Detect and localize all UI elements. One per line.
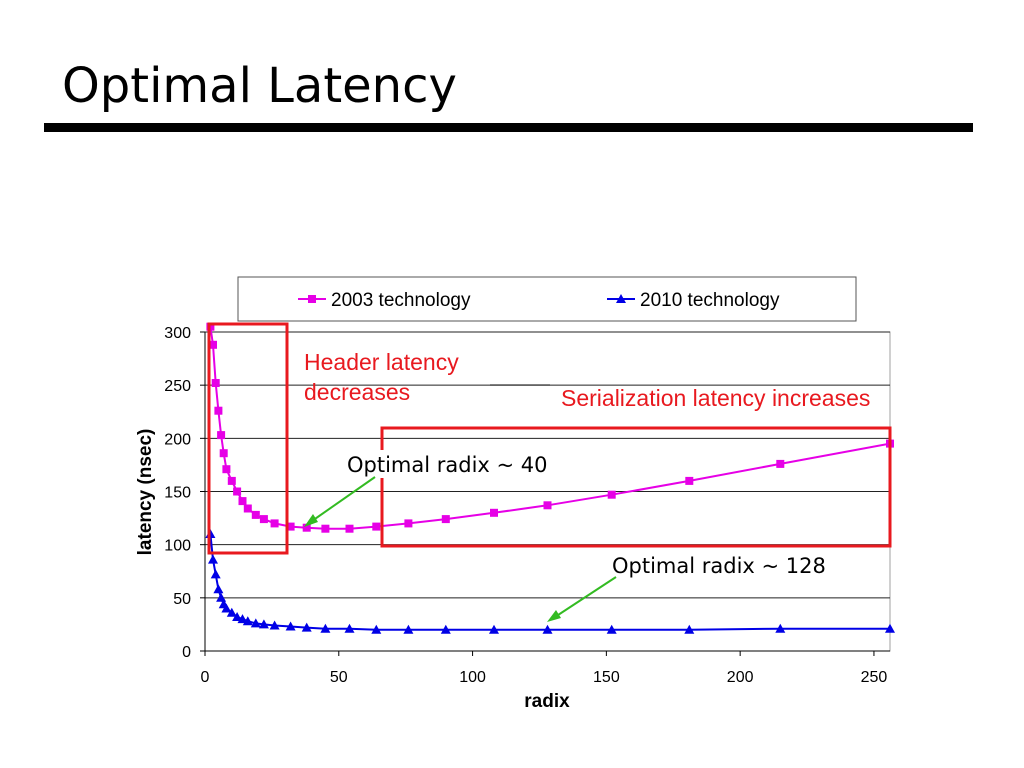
- data-point-2003: [543, 501, 552, 510]
- data-point-2003: [345, 524, 354, 533]
- serialization-latency-label: Serialization latency increases: [561, 385, 870, 411]
- data-point-2003: [219, 449, 228, 458]
- optimal-radix-40-label: Optimal radix ~ 40: [347, 453, 548, 477]
- data-point-2003: [404, 519, 413, 528]
- data-point-2010: [285, 621, 296, 631]
- data-point-2010: [606, 624, 617, 634]
- series-2010-technology: [205, 529, 895, 634]
- y-axis-label: latency (nsec): [135, 429, 156, 556]
- legend-label-2010: 2010 technology: [640, 290, 780, 311]
- header-latency-label-line1: Header latency: [304, 349, 459, 375]
- y-tick-label: 100: [164, 538, 191, 555]
- data-point-2003: [259, 515, 268, 524]
- data-point-2003: [209, 340, 217, 349]
- data-point-2010: [258, 619, 269, 629]
- data-point-2010: [226, 607, 237, 617]
- data-point-2010: [232, 612, 243, 621]
- arrow-40-shaft: [311, 476, 376, 522]
- legend-label-2003: 2003 technology: [331, 290, 471, 311]
- y-tick-label: 150: [164, 485, 191, 502]
- x-tick-label: 50: [330, 669, 348, 686]
- data-point-2003: [607, 490, 616, 499]
- data-point-2010: [489, 624, 499, 634]
- y-tick-labels: 0 50 100 150 200 250 300: [164, 325, 205, 661]
- gridlines: [205, 331, 890, 599]
- data-point-2010: [371, 624, 382, 634]
- data-point-2003: [321, 524, 330, 533]
- x-tick-labels: 0 50 100 150 200 250: [201, 651, 888, 686]
- data-point-2003: [214, 406, 223, 415]
- x-tick-label: 250: [861, 669, 888, 686]
- arrow-128-shaft: [554, 576, 617, 618]
- data-point-2010: [775, 623, 786, 633]
- data-point-2003: [286, 522, 295, 531]
- data-point-2010: [250, 618, 261, 628]
- data-point-2010: [440, 624, 451, 634]
- data-point-2003: [217, 431, 226, 440]
- y-tick-label: 50: [173, 591, 191, 608]
- data-point-2010: [320, 623, 331, 633]
- data-point-2010: [403, 624, 414, 634]
- x-tick-label: 200: [727, 669, 754, 686]
- optimal-40-label-bg: [344, 450, 578, 478]
- data-point-2010: [237, 614, 248, 624]
- x-tick-label: 100: [459, 669, 486, 686]
- data-point-2010: [344, 623, 355, 633]
- data-point-2003: [302, 523, 311, 532]
- data-point-2010: [684, 624, 695, 634]
- data-point-2010: [542, 624, 553, 634]
- y-tick-label: 300: [164, 325, 191, 342]
- data-point-2003: [243, 504, 252, 513]
- data-point-2003: [211, 379, 220, 387]
- data-point-2010: [221, 603, 232, 613]
- data-point-2010: [210, 569, 221, 579]
- data-point-2003: [233, 487, 242, 496]
- data-point-2010: [301, 622, 312, 632]
- legend-item-2003: 2003 technology: [298, 290, 471, 311]
- data-point-2003: [222, 465, 231, 474]
- data-point-2003: [685, 476, 694, 485]
- data-point-2010: [885, 623, 895, 633]
- data-point-2003: [441, 515, 450, 524]
- data-point-2003: [227, 476, 236, 485]
- data-point-2010: [242, 616, 253, 626]
- serialization-latency-box: [380, 426, 892, 548]
- data-point-2010: [269, 620, 280, 630]
- legend-box: [237, 276, 857, 322]
- legend-item-2010: 2010 technology: [607, 290, 780, 311]
- arrow-to-optimal-128: [547, 576, 617, 622]
- data-point-2003: [270, 519, 279, 528]
- legend-marker-2003: [308, 295, 316, 303]
- data-point-2003: [490, 508, 498, 517]
- data-point-2003: [776, 459, 785, 468]
- data-point-2010: [213, 584, 224, 594]
- arrow-128-head: [547, 610, 561, 622]
- slide-title: Optimal Latency: [62, 58, 457, 114]
- y-tick-label: 250: [164, 378, 191, 395]
- data-point-2010: [208, 554, 218, 564]
- optimal-radix-128-label: Optimal radix ~ 128: [612, 554, 826, 578]
- data-point-2003: [238, 497, 247, 506]
- x-tick-label: 0: [201, 669, 210, 686]
- data-point-2003: [251, 510, 260, 519]
- header-latency-box: [207, 322, 289, 555]
- arrow-to-optimal-40: [304, 476, 376, 527]
- x-tick-label: 150: [593, 669, 620, 686]
- y-tick-label: 200: [164, 431, 191, 448]
- y-tick-label: 0: [182, 644, 191, 661]
- data-point-2003: [372, 522, 381, 531]
- arrow-40-head: [304, 514, 318, 527]
- legend-marker-2010: [616, 294, 626, 303]
- title-underline: [44, 123, 973, 132]
- header-latency-label-line2: decreases: [304, 379, 410, 405]
- x-axis-label: radix: [524, 691, 570, 712]
